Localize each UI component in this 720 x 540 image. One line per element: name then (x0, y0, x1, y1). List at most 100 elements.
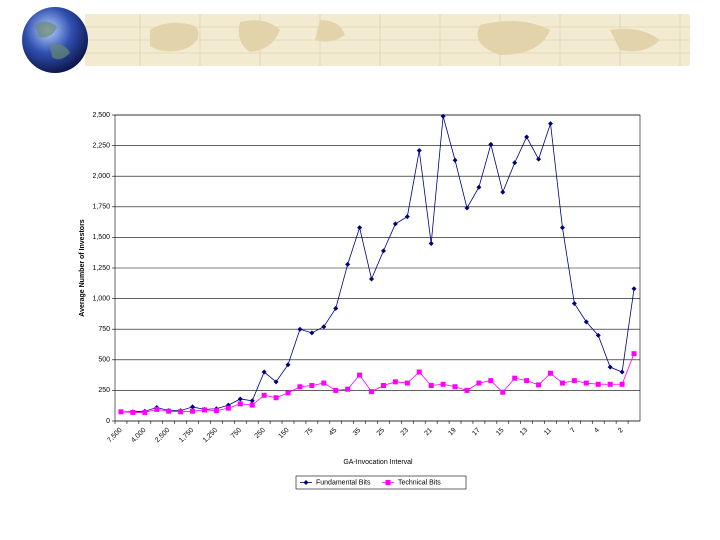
data-point (249, 398, 255, 404)
x-tick-label: 7,500 (106, 427, 123, 444)
data-point (607, 381, 613, 387)
x-tick-label: 4 (593, 427, 601, 435)
data-point (213, 408, 219, 414)
x-tick-label: 2,500 (154, 427, 171, 444)
data-point (464, 387, 470, 393)
data-point (166, 408, 172, 414)
data-point (345, 386, 351, 392)
data-point (118, 409, 124, 415)
data-point (273, 395, 279, 401)
legend-label: Technical Bits (398, 479, 441, 486)
data-point (500, 189, 506, 195)
data-point (476, 380, 482, 386)
y-tick-label: 750 (98, 326, 110, 333)
data-point (524, 134, 530, 140)
data-point (380, 383, 386, 389)
legend-marker (385, 480, 391, 485)
data-point (142, 409, 148, 415)
data-point (130, 409, 136, 415)
data-point (333, 387, 339, 393)
data-point (225, 405, 231, 411)
y-tick-label: 0 (106, 418, 110, 425)
data-point (345, 261, 351, 267)
data-point (452, 157, 458, 163)
x-tick-label: 23 (400, 427, 411, 438)
legend-label: Fundamental Bits (316, 479, 371, 486)
x-tick-label: 13 (519, 427, 530, 438)
data-point (464, 205, 470, 211)
y-tick-label: 1,250 (92, 265, 110, 272)
data-point (190, 408, 196, 414)
y-tick-label: 2,250 (92, 142, 110, 149)
data-point (571, 300, 577, 306)
data-point (559, 225, 565, 231)
data-point (357, 372, 363, 378)
data-point (488, 378, 494, 384)
data-point (333, 305, 339, 311)
x-tick-label: 19 (447, 427, 458, 438)
data-point (583, 319, 589, 325)
data-point (190, 404, 196, 410)
data-point (416, 369, 422, 375)
data-point (297, 326, 303, 332)
data-point (548, 370, 554, 376)
x-tick-label: 4,000 (130, 427, 147, 444)
data-point (237, 396, 243, 402)
x-tick-label: 17 (471, 427, 482, 438)
x-tick-label: 45 (328, 427, 339, 438)
data-point (512, 375, 518, 381)
data-point (619, 381, 625, 387)
x-tick-label: 2 (617, 427, 625, 435)
data-point (416, 147, 422, 153)
data-point (428, 241, 434, 247)
data-point (321, 324, 327, 330)
data-point (500, 389, 506, 395)
data-point (536, 156, 542, 162)
header-decoration (22, 7, 690, 73)
y-axis-title: Average Number of Investors (79, 219, 86, 316)
x-tick-label: 250 (254, 427, 267, 440)
data-point (392, 221, 398, 227)
data-point (595, 332, 601, 338)
x-tick-label: 1,750 (178, 427, 195, 444)
data-point (297, 384, 303, 390)
data-point (607, 364, 613, 370)
data-point (524, 378, 530, 384)
data-point (261, 369, 267, 375)
x-tick-label: 35 (352, 427, 363, 438)
data-point (321, 380, 327, 386)
data-point (488, 141, 494, 147)
data-point (583, 380, 589, 386)
y-tick-label: 1,000 (92, 295, 110, 302)
data-point (309, 330, 315, 336)
series-line (120, 353, 635, 413)
series-line (120, 116, 635, 413)
x-tick-label: 25 (376, 427, 387, 438)
legend (295, 475, 467, 490)
data-point (369, 389, 375, 395)
data-point (440, 113, 446, 119)
data-point (201, 407, 207, 413)
x-tick-label: 21 (423, 427, 434, 438)
x-tick-label: 750 (230, 427, 243, 440)
data-point (154, 406, 160, 412)
data-point (392, 379, 398, 385)
x-tick-label: 11 (543, 427, 553, 437)
data-point (559, 380, 565, 386)
data-point (404, 380, 410, 386)
data-point (404, 214, 410, 220)
data-point (273, 379, 279, 385)
data-point (178, 409, 184, 415)
x-tick-label: 75 (304, 427, 315, 438)
x-tick-label: 15 (495, 427, 506, 438)
data-point (285, 390, 291, 396)
x-tick-label: 150 (278, 427, 291, 440)
data-point (631, 286, 637, 292)
data-point (631, 351, 637, 357)
data-point (452, 384, 458, 390)
x-tick-label: 7 (569, 427, 577, 435)
data-point (309, 383, 315, 389)
data-point (548, 121, 554, 127)
data-point (619, 369, 625, 375)
y-tick-label: 250 (98, 387, 110, 394)
